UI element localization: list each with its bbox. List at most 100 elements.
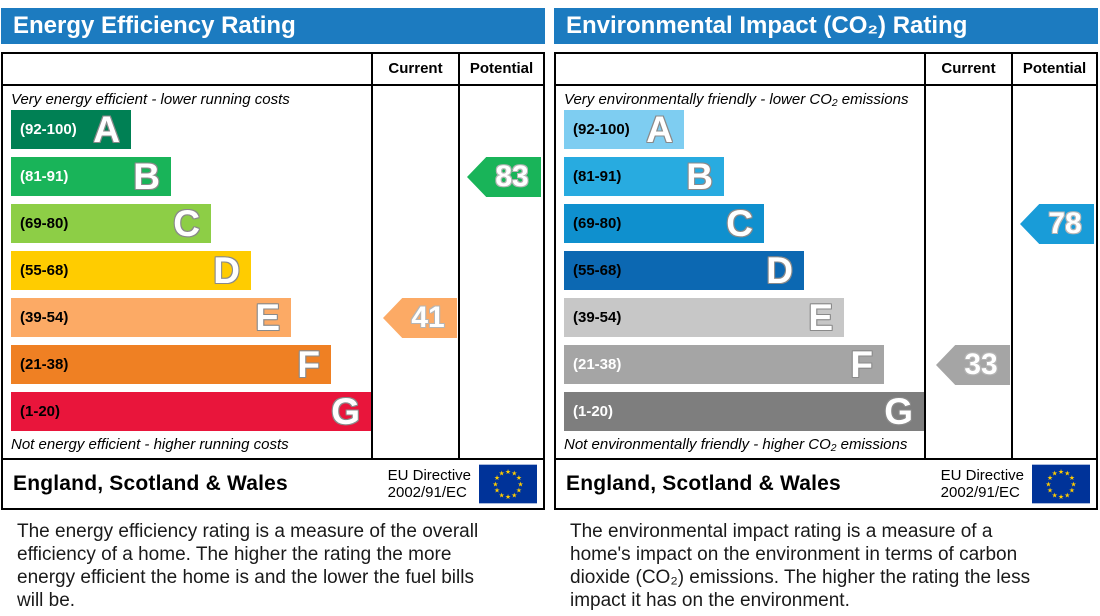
- energy-table-header: Current Potential: [3, 54, 543, 86]
- svg-text:★: ★: [1071, 481, 1077, 488]
- environmental-table-header: Current Potential: [556, 54, 1096, 86]
- band-letter: E: [808, 297, 833, 338]
- environmental-band-c: (69-80) C: [564, 204, 764, 243]
- band-range-label: (81-91): [20, 168, 69, 185]
- region-label: England, Scotland & Wales: [566, 472, 841, 495]
- eu-directive-label: EU Directive 2002/91/EC: [388, 467, 471, 501]
- band-letter: B: [686, 156, 713, 197]
- band-range-label: (55-68): [20, 262, 69, 279]
- environmental-panel-title-bar: Environmental Impact (CO₂) Rating: [554, 8, 1098, 44]
- band-range-label: (69-80): [20, 215, 69, 232]
- svg-text:★: ★: [505, 494, 511, 501]
- band-letter: E: [255, 297, 280, 338]
- energy-band-g: (1-20) G: [11, 392, 371, 431]
- energy-potential-value: 83: [495, 160, 529, 193]
- eu-directive-line2: 2002/91/EC: [940, 484, 1020, 501]
- band-range-label: (21-38): [20, 356, 69, 373]
- band-range-label: (1-20): [573, 403, 614, 420]
- eu-flag-icon: ★ ★★ ★★★ ★★★ ★★★: [479, 464, 537, 504]
- svg-text:★: ★: [499, 470, 505, 477]
- environmental-current-value: 33: [964, 348, 998, 381]
- energy-band-b: (81-91) B: [11, 157, 171, 196]
- energy-potential-column-header: Potential: [458, 54, 543, 84]
- band-range-label: (92-100): [573, 121, 630, 138]
- energy-header-spacer: [3, 54, 371, 84]
- band-letter: C: [173, 203, 200, 244]
- energy-efficiency-panel: Energy Efficiency Rating Current Potenti…: [1, 8, 545, 612]
- svg-text:★: ★: [505, 469, 511, 476]
- energy-panel-title: Energy Efficiency Rating: [13, 12, 296, 39]
- svg-text:★: ★: [1047, 488, 1053, 495]
- band-range-label: (39-54): [20, 309, 69, 326]
- svg-text:★: ★: [1047, 475, 1053, 482]
- energy-current-arrow: 41: [383, 298, 457, 338]
- eu-directive-line1: EU Directive: [387, 467, 471, 484]
- eu-directive-line2: 2002/91/EC: [387, 484, 467, 501]
- band-letter: F: [850, 344, 873, 385]
- column-divider: [924, 86, 926, 458]
- energy-rating-table: Current Potential Very energy efficient …: [1, 52, 545, 510]
- energy-table-footer: England, Scotland & Wales EU Directive 2…: [3, 460, 543, 508]
- energy-current-column-header: Current: [371, 54, 458, 84]
- svg-text:★: ★: [499, 492, 505, 499]
- svg-text:★: ★: [1069, 488, 1075, 495]
- svg-text:★: ★: [1058, 494, 1064, 501]
- environmental-header-spacer: [556, 54, 924, 84]
- environmental-potential-value: 78: [1048, 207, 1082, 240]
- environmental-panel-title: Environmental Impact (CO₂) Rating: [566, 12, 968, 39]
- energy-band-e: (39-54) E: [11, 298, 291, 337]
- band-range-label: (1-20): [20, 403, 61, 420]
- band-range-label: (81-91): [573, 168, 622, 185]
- energy-current-value: 41: [411, 301, 445, 334]
- environmental-band-e: (39-54) E: [564, 298, 844, 337]
- svg-text:★: ★: [518, 481, 524, 488]
- energy-band-f: (21-38) F: [11, 345, 331, 384]
- svg-text:★: ★: [511, 492, 517, 499]
- svg-text:★: ★: [494, 488, 500, 495]
- band-letter: C: [726, 203, 753, 244]
- energy-panel-title-bar: Energy Efficiency Rating: [1, 8, 545, 44]
- column-divider: [371, 86, 373, 458]
- environmental-chart-body: Very environmentally friendly - lower CO…: [556, 86, 1096, 460]
- band-range-label: (55-68): [573, 262, 622, 279]
- svg-text:★: ★: [1069, 475, 1075, 482]
- band-letter: A: [93, 109, 120, 150]
- environmental-band-a: (92-100) A: [564, 110, 684, 149]
- band-letter: D: [213, 250, 240, 291]
- energy-chart-body: Very energy efficient - lower running co…: [3, 86, 543, 460]
- environmental-band-f: (21-38) F: [564, 345, 884, 384]
- environmental-rating-table: Current Potential Very environmentally f…: [554, 52, 1098, 510]
- energy-description-text: The energy efficiency rating is a measur…: [17, 521, 479, 611]
- eu-flag-icon: ★ ★★ ★★★ ★★★ ★★★: [1032, 464, 1090, 504]
- band-letter: G: [331, 391, 360, 432]
- energy-top-caption: Very energy efficient - lower running co…: [11, 91, 290, 108]
- environmental-band-b: (81-91) B: [564, 157, 724, 196]
- band-range-label: (39-54): [573, 309, 622, 326]
- environmental-current-column-header: Current: [924, 54, 1011, 84]
- environmental-current-arrow: 33: [936, 345, 1010, 385]
- svg-text:★: ★: [511, 470, 517, 477]
- column-divider: [1011, 86, 1013, 458]
- svg-text:★: ★: [492, 481, 498, 488]
- svg-text:★: ★: [1045, 481, 1051, 488]
- energy-band-a: (92-100) A: [11, 110, 131, 149]
- svg-text:★: ★: [1052, 470, 1058, 477]
- environmental-impact-panel: Environmental Impact (CO₂) Rating Curren…: [554, 8, 1098, 612]
- energy-potential-arrow: 83: [467, 157, 541, 197]
- svg-text:★: ★: [1064, 470, 1070, 477]
- energy-band-d: (55-68) D: [11, 251, 251, 290]
- energy-bottom-caption: Not energy efficient - higher running co…: [11, 436, 289, 453]
- band-range-label: (21-38): [573, 356, 622, 373]
- environmental-bottom-caption: Not environmentally friendly - higher CO…: [564, 436, 908, 453]
- band-letter: F: [297, 344, 320, 385]
- band-letter: B: [133, 156, 160, 197]
- svg-text:★: ★: [516, 475, 522, 482]
- eu-directive-label: EU Directive 2002/91/EC: [941, 467, 1024, 501]
- band-range-label: (69-80): [573, 215, 622, 232]
- svg-text:★: ★: [1064, 492, 1070, 499]
- environmental-table-footer: England, Scotland & Wales EU Directive 2…: [556, 460, 1096, 508]
- column-divider: [458, 86, 460, 458]
- band-letter: A: [646, 109, 673, 150]
- environmental-potential-arrow: 78: [1020, 204, 1094, 244]
- svg-text:★: ★: [1058, 469, 1064, 476]
